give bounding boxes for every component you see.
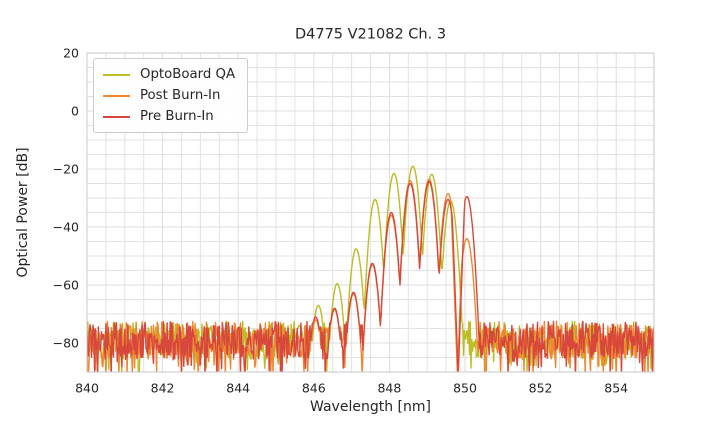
plot-border: [86, 52, 655, 373]
tick-labels: 840 842 844 846 848 850 852 854 20 0 −20 −40 −60 −80: [53, 46, 629, 396]
legend-label: Post Burn-In: [140, 88, 221, 103]
legend-label: Pre Burn-In: [140, 109, 214, 124]
y-tick-label: 0: [71, 104, 79, 119]
x-tick-label: 846: [302, 381, 326, 396]
chart-title: D4775 V21082 Ch. 3: [295, 27, 446, 43]
y-tick-label: 20: [63, 46, 79, 61]
legend-item-post-burn-in: Post Burn-In: [103, 85, 235, 106]
x-tick-label: 842: [151, 381, 175, 396]
legend-item-pre-burn-in: Pre Burn-In: [103, 106, 235, 127]
legend: OptoBoard QA Post Burn-In Pre Burn-In: [93, 58, 249, 133]
y-tick-label: −40: [53, 220, 79, 235]
y-tick-label: −80: [53, 336, 79, 351]
y-axis-label: Optical Power [dB]: [15, 147, 31, 277]
y-tick-label: −20: [53, 162, 79, 177]
legend-item-optoboard-qa: OptoBoard QA: [103, 64, 235, 85]
legend-line-swatch: [103, 73, 130, 76]
x-tick-label: 840: [75, 381, 99, 396]
x-axis-label: Wavelength [nm]: [310, 399, 431, 415]
trace-pre-burn-in: [87, 180, 654, 372]
x-tick-label: 850: [453, 381, 477, 396]
legend-label: OptoBoard QA: [140, 67, 236, 82]
legend-line-swatch: [103, 115, 130, 118]
x-tick-label: 852: [529, 381, 553, 396]
x-tick-label: 844: [226, 381, 250, 396]
y-tick-label: −60: [53, 278, 79, 293]
spectrum-traces: [87, 165, 654, 372]
x-tick-label: 854: [604, 381, 628, 396]
legend-line-swatch: [103, 94, 130, 97]
x-tick-label: 848: [377, 381, 401, 396]
